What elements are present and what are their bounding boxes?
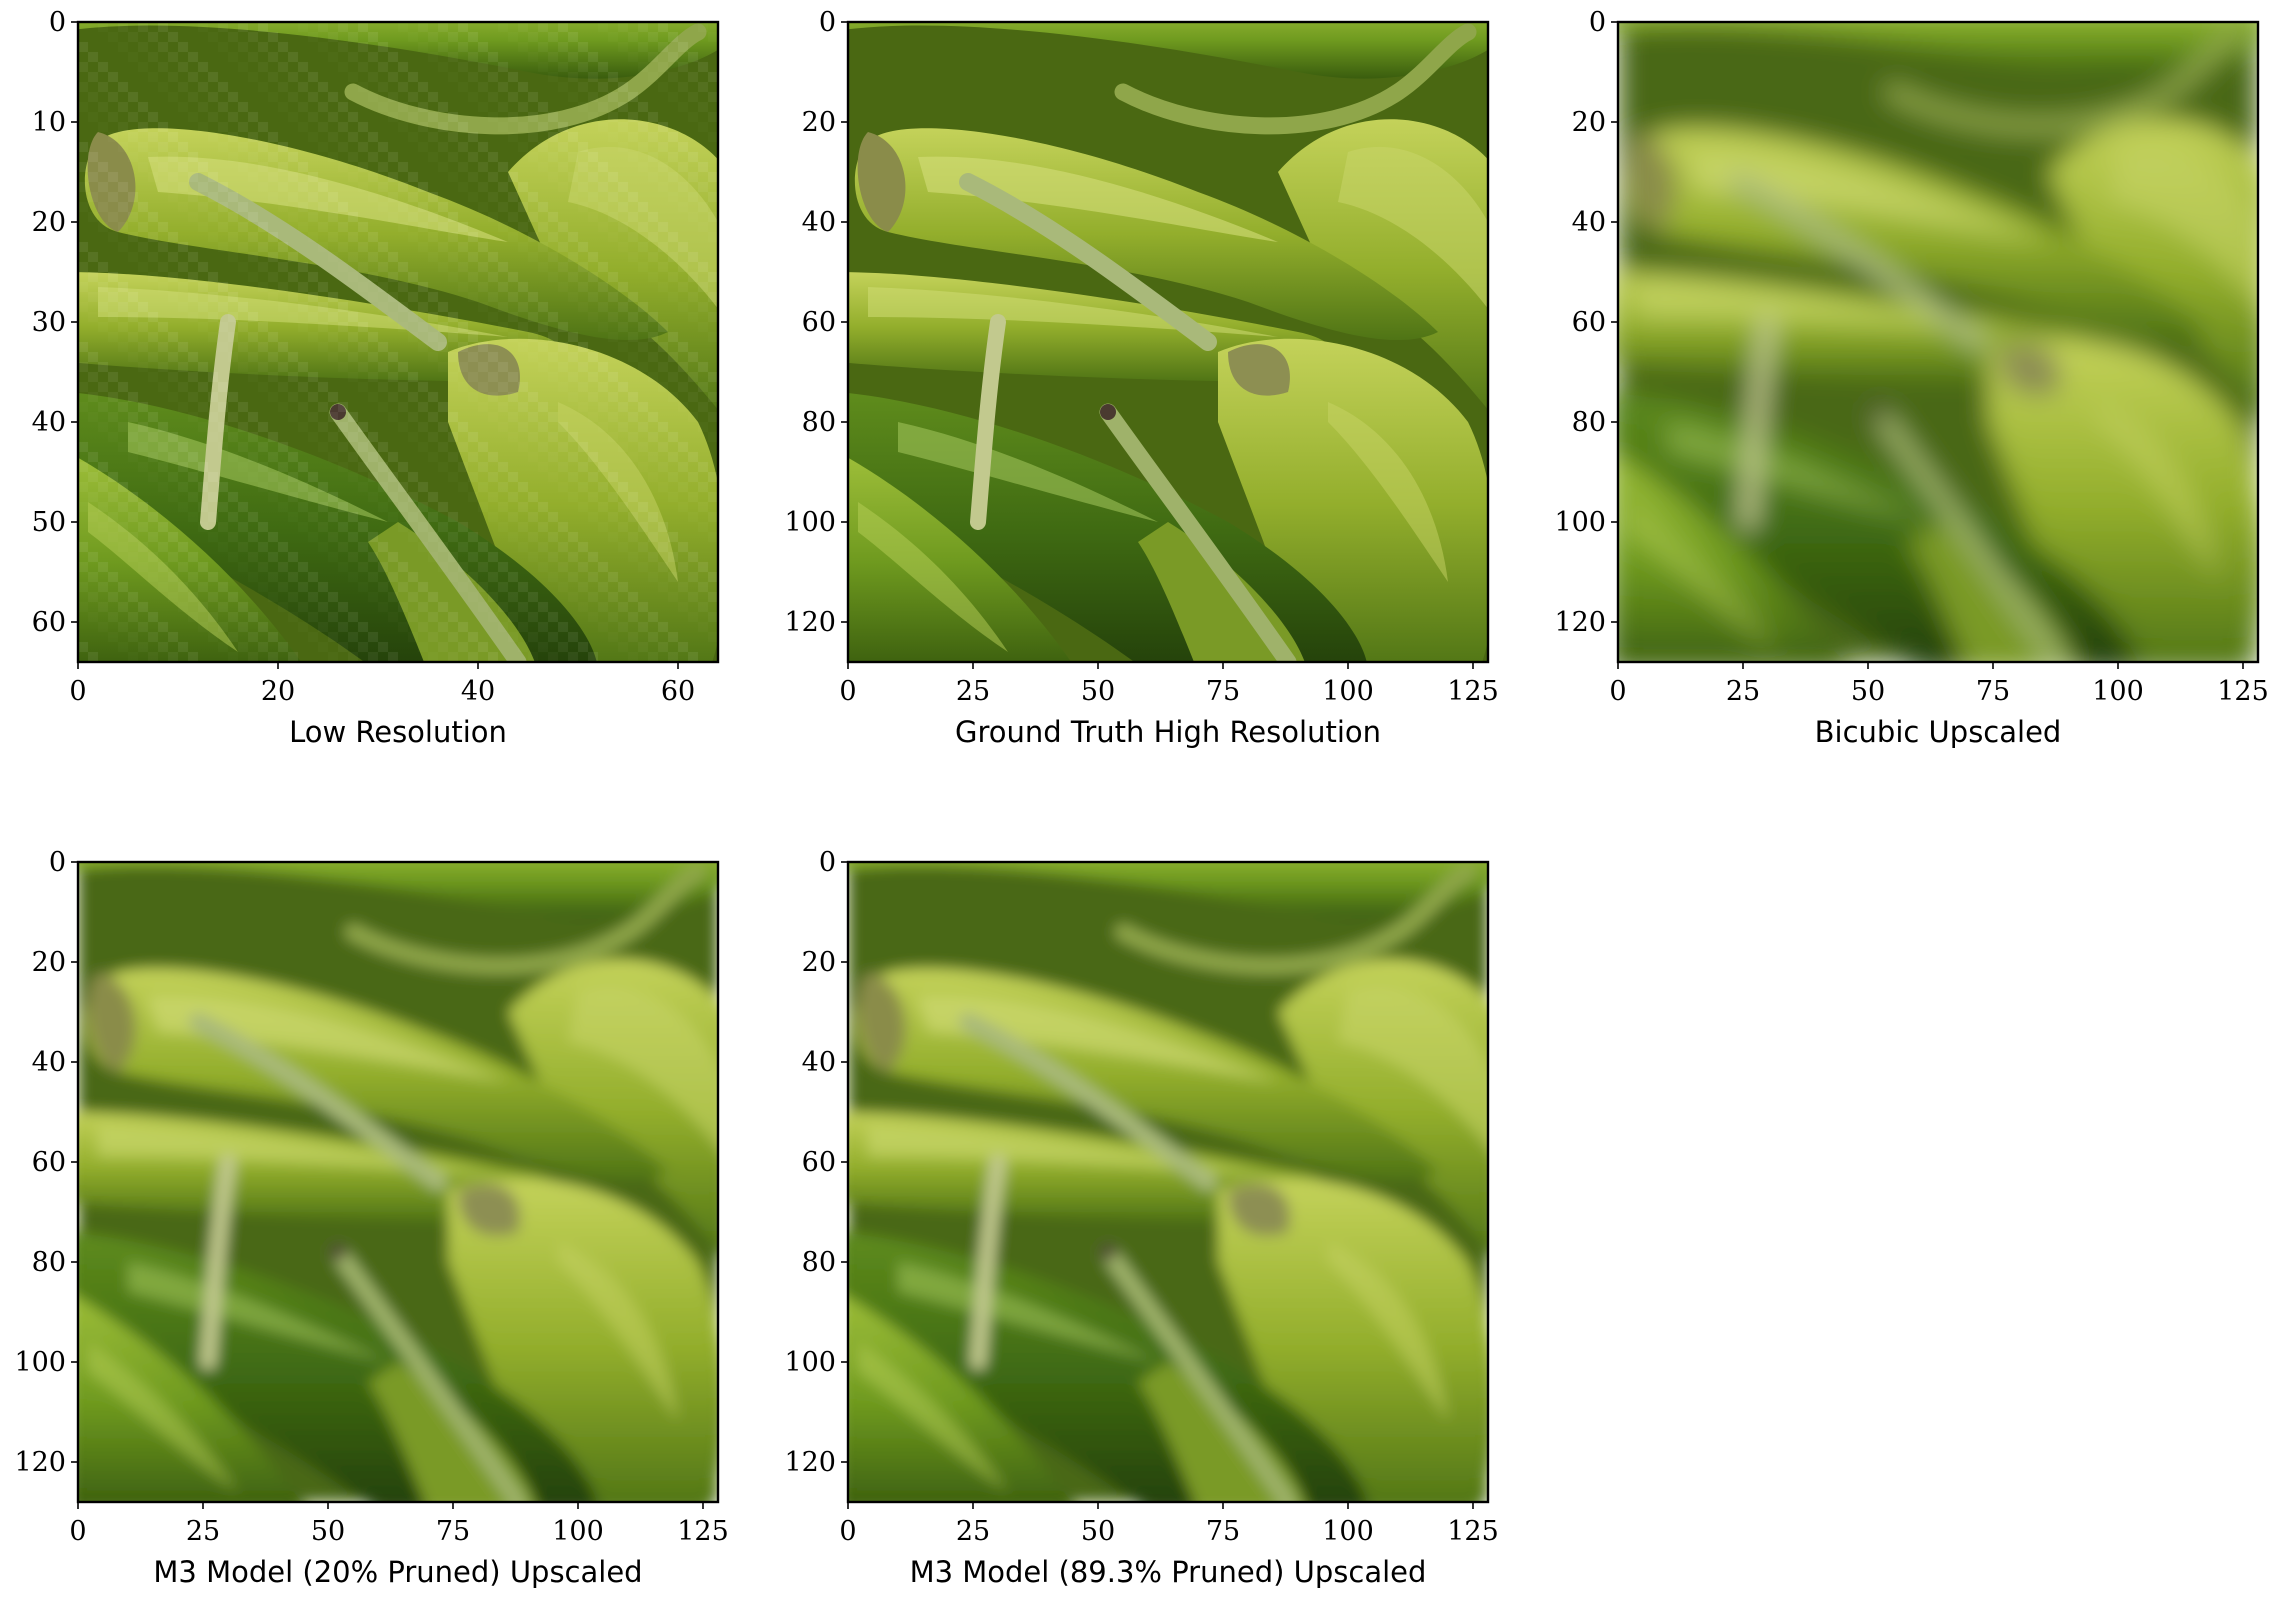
xtick-label: 0 bbox=[839, 1516, 856, 1547]
ytick-label: 30 bbox=[32, 307, 66, 338]
panel-low-resolution: 0 10 20 30 40 50 60 0 20 40 60 Low Resolution bbox=[0, 0, 760, 790]
ytick-label: 40 bbox=[32, 407, 66, 438]
axes-frame bbox=[76, 20, 720, 664]
ytick-label: 60 bbox=[32, 607, 66, 638]
ytick-label: 100 bbox=[784, 507, 836, 538]
ytick-label: 20 bbox=[32, 207, 66, 238]
ytick-label: 100 bbox=[1554, 507, 1606, 538]
ytick-label: 0 bbox=[819, 7, 836, 38]
xtick-label: 25 bbox=[1726, 676, 1760, 707]
xtick-label: 75 bbox=[1206, 676, 1240, 707]
panel-bicubic: 0 20 40 60 80 100 120 0 25 50 75 100 125 Bicubic Upsc… bbox=[1540, 0, 2279, 790]
ytick-label: 40 bbox=[1572, 207, 1606, 238]
panel-caption: Ground Truth High Resolution bbox=[955, 715, 1381, 749]
panel-m3-89-pruned: 0 20 40 60 80 100 120 0 25 50 75 100 125 M3 Model (89… bbox=[770, 840, 1530, 1611]
panel-svg: 0 20 40 60 80 100 120 0 25 50 75 100 125 Bicubic Upsc… bbox=[1554, 7, 2269, 749]
xtick-label: 50 bbox=[1081, 1516, 1115, 1547]
ytick-label: 80 bbox=[32, 1247, 66, 1278]
ytick-label: 60 bbox=[1572, 307, 1606, 338]
ytick-label: 80 bbox=[802, 1247, 836, 1278]
panel-ground-truth: 0 20 40 60 80 100 120 0 25 50 75 100 125 Ground Truth… bbox=[770, 0, 1530, 790]
ytick-label: 40 bbox=[32, 1047, 66, 1078]
ytick-label: 60 bbox=[32, 1147, 66, 1178]
ytick-label: 40 bbox=[802, 1047, 836, 1078]
ytick-label: 50 bbox=[32, 507, 66, 538]
xtick-label: 0 bbox=[839, 676, 856, 707]
xtick-label: 50 bbox=[311, 1516, 345, 1547]
xtick-label: 0 bbox=[1609, 676, 1626, 707]
xtick-label: 100 bbox=[1322, 676, 1374, 707]
ytick-label: 10 bbox=[32, 107, 66, 138]
xtick-label: 50 bbox=[1081, 676, 1115, 707]
xtick-label: 125 bbox=[1447, 676, 1499, 707]
panel-m3-20-pruned: 0 20 40 60 80 100 120 0 25 50 75 100 125 M3 Model (20… bbox=[0, 840, 760, 1611]
axes-frame bbox=[846, 20, 1490, 664]
pepper-image bbox=[1618, 22, 2258, 662]
xtick-label: 40 bbox=[461, 676, 495, 707]
ytick-label: 80 bbox=[1572, 407, 1606, 438]
xtick-label: 125 bbox=[2217, 676, 2269, 707]
xtick-label: 50 bbox=[1851, 676, 1885, 707]
pepper-image bbox=[78, 862, 718, 1502]
ytick-label: 0 bbox=[49, 7, 66, 38]
xtick-label: 0 bbox=[69, 1516, 86, 1547]
ytick-label: 20 bbox=[802, 947, 836, 978]
xtick-label: 25 bbox=[186, 1516, 220, 1547]
xtick-label: 100 bbox=[1322, 1516, 1374, 1547]
xtick-label: 75 bbox=[1206, 1516, 1240, 1547]
panel-caption: M3 Model (20% Pruned) Upscaled bbox=[153, 1555, 642, 1589]
panel-svg: 0 20 40 60 80 100 120 0 25 50 75 100 125 M3 Model (89… bbox=[784, 847, 1499, 1589]
panel-svg: 0 20 40 60 80 100 120 0 25 50 75 100 125 M3 Model (20… bbox=[14, 847, 729, 1589]
ytick-label: 120 bbox=[784, 607, 836, 638]
ytick-label: 120 bbox=[14, 1447, 66, 1478]
ytick-label: 40 bbox=[802, 207, 836, 238]
xtick-label: 25 bbox=[956, 676, 990, 707]
ytick-label: 0 bbox=[49, 847, 66, 878]
panel-caption: Low Resolution bbox=[289, 715, 507, 749]
panel-svg: 0 20 40 60 80 100 120 0 25 50 75 100 125 Ground Truth… bbox=[784, 7, 1499, 749]
ytick-label: 120 bbox=[784, 1447, 836, 1478]
ytick-label: 100 bbox=[14, 1347, 66, 1378]
xtick-label: 60 bbox=[661, 676, 695, 707]
axes-frame bbox=[1616, 20, 2260, 664]
xtick-label: 125 bbox=[677, 1516, 729, 1547]
xtick-label: 100 bbox=[552, 1516, 604, 1547]
xtick-label: 100 bbox=[2092, 676, 2144, 707]
xtick-label: 25 bbox=[956, 1516, 990, 1547]
xtick-label: 20 bbox=[261, 676, 295, 707]
panel-svg: 0 10 20 30 40 50 60 0 20 40 60 Low Resolution bbox=[32, 7, 720, 749]
xtick-label: 75 bbox=[1976, 676, 2010, 707]
pepper-image bbox=[848, 862, 1488, 1502]
ytick-label: 100 bbox=[784, 1347, 836, 1378]
panel-caption: Bicubic Upscaled bbox=[1815, 715, 2062, 749]
panel-caption: M3 Model (89.3% Pruned) Upscaled bbox=[910, 1555, 1427, 1589]
xtick-label: 125 bbox=[1447, 1516, 1499, 1547]
ytick-label: 60 bbox=[802, 307, 836, 338]
ytick-label: 80 bbox=[802, 407, 836, 438]
axes-frame bbox=[846, 860, 1490, 1504]
axes-frame bbox=[76, 860, 720, 1504]
ytick-label: 0 bbox=[819, 847, 836, 878]
ytick-label: 60 bbox=[802, 1147, 836, 1178]
ytick-label: 120 bbox=[1554, 607, 1606, 638]
ytick-label: 20 bbox=[32, 947, 66, 978]
xtick-label: 0 bbox=[69, 676, 86, 707]
pepper-image bbox=[78, 22, 718, 662]
ytick-label: 20 bbox=[1572, 107, 1606, 138]
ytick-label: 20 bbox=[802, 107, 836, 138]
xtick-label: 75 bbox=[436, 1516, 470, 1547]
ytick-label: 0 bbox=[1589, 7, 1606, 38]
pepper-image bbox=[848, 22, 1488, 662]
